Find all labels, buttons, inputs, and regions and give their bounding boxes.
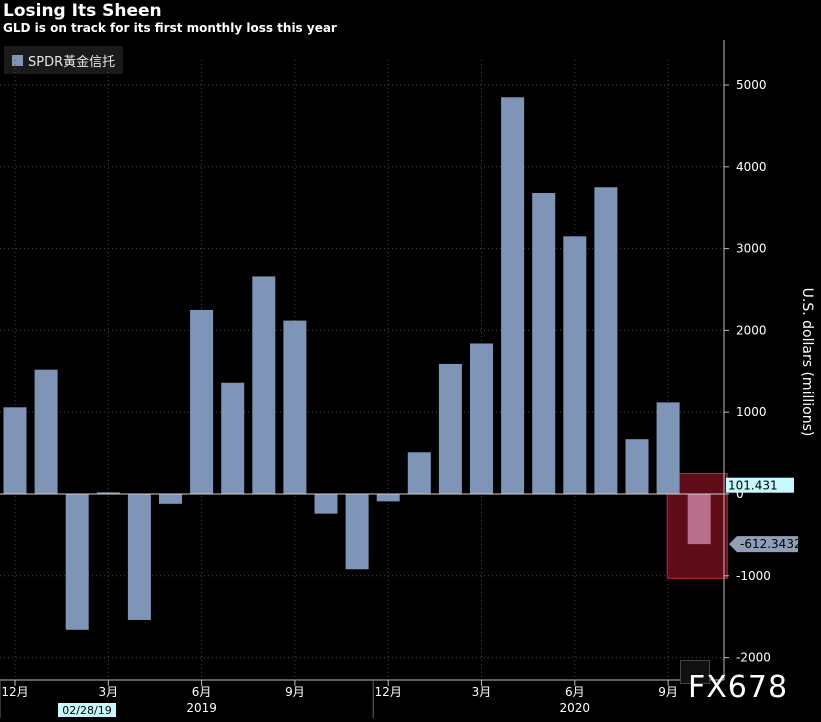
x-tick-label: 9月 <box>658 685 678 699</box>
x-tick-label: 12月 <box>375 685 402 699</box>
bar <box>159 494 182 504</box>
y-axis-title: U.S. dollars (millions) <box>799 288 815 437</box>
bar <box>407 452 431 494</box>
y-tick-label: 3000 <box>736 242 767 256</box>
bar <box>563 236 587 494</box>
value-callout-box <box>726 477 794 493</box>
bar <box>376 494 400 502</box>
value-callout-label: -612.3432 <box>740 537 802 551</box>
bar <box>34 369 58 494</box>
y-tick-label: 1000 <box>736 405 767 419</box>
x-year-label: 2020 <box>560 701 591 715</box>
bar <box>501 97 525 495</box>
legend-swatch <box>12 54 23 66</box>
bar <box>687 494 711 545</box>
x-tick-label: 12月 <box>1 685 28 699</box>
chart-title: Losing Its Sheen <box>3 1 162 21</box>
y-tick-label: 2000 <box>736 323 767 337</box>
bar <box>656 402 680 494</box>
bar <box>96 492 120 494</box>
bar <box>594 187 618 494</box>
value-callout-box <box>729 536 798 553</box>
x-tick-label: 9月 <box>285 685 305 699</box>
chart-subtitle: GLD is on track for its first monthly lo… <box>3 21 337 35</box>
y-tick-label: -1000 <box>736 569 771 583</box>
legend-label: SPDR黃金信托 <box>28 54 116 70</box>
x-year-label: 2019 <box>186 701 217 715</box>
bar <box>221 382 245 494</box>
x-tick-label: 6月 <box>565 685 585 699</box>
y-tick-label: 5000 <box>736 78 767 92</box>
bar <box>532 192 556 494</box>
date-marker-label: 02/28/19 <box>62 704 111 717</box>
x-tick-label: 3月 <box>98 685 118 699</box>
bar <box>625 439 649 494</box>
y-tick-label: -2000 <box>736 651 771 665</box>
y-tick-label: 4000 <box>736 160 767 174</box>
chart-toggle-icon[interactable] <box>680 660 710 684</box>
legend: SPDR黃金信托 <box>4 46 124 74</box>
bar <box>283 320 307 494</box>
date-marker-box <box>58 703 116 717</box>
x-tick-label: 3月 <box>472 685 492 699</box>
bar <box>252 276 276 494</box>
bar <box>127 494 151 620</box>
bar <box>3 407 27 494</box>
bar <box>314 494 338 514</box>
watermark: FX678 <box>688 670 789 705</box>
bar <box>65 494 89 630</box>
bar <box>470 343 493 494</box>
value-callout-label: 101.431 <box>728 479 778 493</box>
bar <box>438 363 462 494</box>
bar <box>190 309 214 494</box>
x-tick-label: 6月 <box>192 685 212 699</box>
bar <box>345 494 369 570</box>
y-tick-label: 0 <box>736 487 744 501</box>
